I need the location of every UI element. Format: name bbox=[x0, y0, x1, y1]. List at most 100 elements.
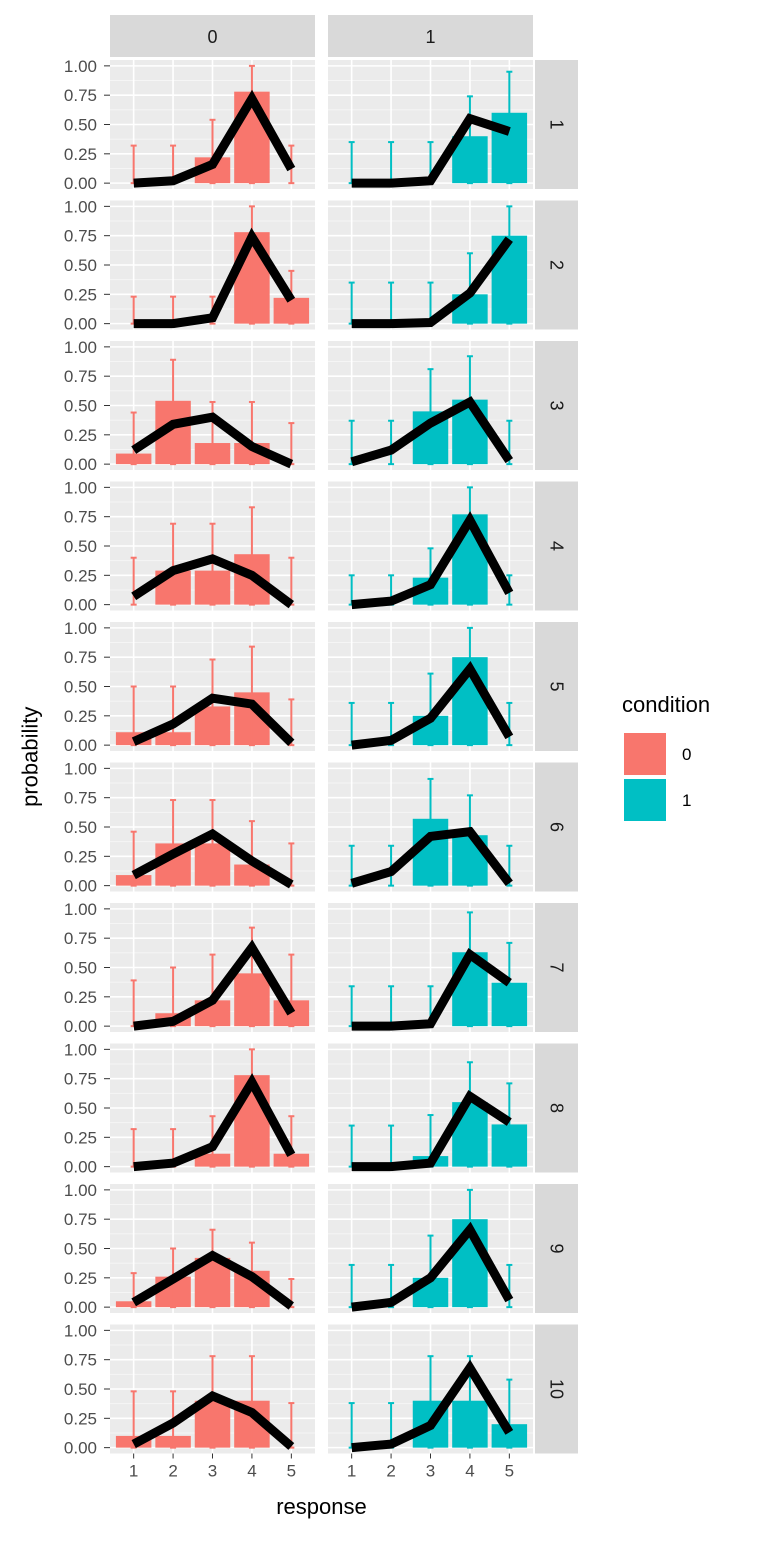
y-tick-label: 0.75 bbox=[64, 1351, 97, 1370]
y-tick-label: 0.50 bbox=[64, 959, 97, 978]
panel-r9-c1 bbox=[328, 1184, 533, 1313]
y-tick-label: 0.75 bbox=[64, 508, 97, 527]
series-line bbox=[131, 828, 294, 889]
x-tick-label: 3 bbox=[208, 1462, 217, 1481]
column-strip-label: 1 bbox=[425, 27, 435, 47]
row-strip-5 bbox=[535, 622, 578, 751]
x-axis-title: response bbox=[276, 1494, 367, 1519]
x-tick-label: 3 bbox=[426, 1462, 435, 1481]
row-strip-label: 1 bbox=[547, 119, 567, 129]
panel-r5-c1 bbox=[328, 622, 533, 751]
panel-r1-c0 bbox=[110, 60, 315, 189]
row-strip-9 bbox=[535, 1184, 578, 1313]
x-tick-label: 1 bbox=[347, 1462, 356, 1481]
row-strip-label: 7 bbox=[547, 962, 567, 972]
row-strip-label: 6 bbox=[547, 822, 567, 832]
y-tick-label: 0.50 bbox=[64, 537, 97, 556]
series-line bbox=[351, 113, 511, 188]
row-strip-label: 8 bbox=[547, 1103, 567, 1113]
y-tick-label: 1.00 bbox=[64, 197, 97, 216]
y-tick-label: 0.00 bbox=[64, 1158, 97, 1177]
row-strip-label: 4 bbox=[547, 541, 567, 551]
y-tick-label: 1.00 bbox=[64, 619, 97, 638]
y-tick-label: 0.25 bbox=[64, 847, 97, 866]
x-tick-label: 1 bbox=[129, 1462, 138, 1481]
y-tick-label: 0.25 bbox=[64, 285, 97, 304]
series-line bbox=[131, 412, 294, 469]
x-tick-label: 2 bbox=[386, 1462, 395, 1481]
legend: condition 0 1 bbox=[622, 692, 710, 821]
y-tick-label: 0.75 bbox=[64, 789, 97, 808]
row-strip-label: 9 bbox=[547, 1243, 567, 1253]
y-tick-label: 0.75 bbox=[64, 227, 97, 246]
x-tick-label: 5 bbox=[287, 1462, 296, 1481]
x-tick-label: 2 bbox=[168, 1462, 177, 1481]
y-tick-label: 0.25 bbox=[64, 1409, 97, 1428]
y-tick-label: 1.00 bbox=[64, 57, 97, 76]
panel-r4-c0 bbox=[110, 481, 315, 611]
series-line bbox=[351, 660, 514, 750]
column-strip-1 bbox=[328, 15, 533, 57]
y-tick-label: 0.00 bbox=[64, 174, 97, 193]
series-line bbox=[131, 693, 295, 747]
legend-swatch bbox=[624, 733, 666, 775]
panel-r3-c0 bbox=[110, 341, 315, 470]
row-strip-label: 10 bbox=[547, 1379, 567, 1399]
y-tick-label: 1.00 bbox=[64, 1040, 97, 1059]
y-tick-label: 0.50 bbox=[64, 818, 97, 837]
y-tick-label: 0.00 bbox=[64, 596, 97, 615]
y-tick-label: 0.00 bbox=[64, 1017, 97, 1036]
series-line bbox=[133, 89, 296, 188]
row-strip-2 bbox=[535, 200, 578, 330]
row-strip-4 bbox=[535, 481, 578, 611]
series-line bbox=[350, 396, 514, 467]
row-strip-10 bbox=[535, 1324, 578, 1454]
panel-r5-c0 bbox=[110, 622, 315, 751]
series-line bbox=[351, 236, 513, 329]
y-tick-label: 0.75 bbox=[64, 86, 97, 105]
y-tick-label: 0.25 bbox=[64, 1269, 97, 1288]
y-tick-label: 0.75 bbox=[64, 648, 97, 667]
y-tick-label: 0.50 bbox=[64, 1240, 97, 1259]
series-line bbox=[133, 227, 296, 329]
y-tick-label: 1.00 bbox=[64, 1321, 97, 1340]
panel-r7-c1 bbox=[328, 903, 533, 1032]
column-strip-0 bbox=[110, 15, 315, 57]
legend-label: 1 bbox=[682, 791, 691, 810]
y-tick-label: 0.25 bbox=[64, 145, 97, 164]
row-strip-8 bbox=[535, 1043, 578, 1173]
legend-swatch bbox=[624, 779, 666, 821]
series-line bbox=[133, 1073, 296, 1172]
panel-r4-c1 bbox=[328, 481, 533, 611]
y-tick-label: 0.75 bbox=[64, 929, 97, 948]
legend-title: condition bbox=[622, 692, 710, 717]
panel-r2-c1 bbox=[328, 200, 533, 330]
series-line bbox=[351, 948, 512, 1031]
series-line bbox=[351, 1089, 512, 1172]
y-tick-label: 0.00 bbox=[64, 315, 97, 334]
y-tick-label: 1.00 bbox=[64, 338, 97, 357]
y-tick-label: 0.00 bbox=[64, 736, 97, 755]
panel-r7-c0 bbox=[110, 903, 315, 1032]
y-tick-label: 0.50 bbox=[64, 256, 97, 275]
panel-r10-c0 bbox=[110, 1324, 315, 1454]
y-tick-label: 0.25 bbox=[64, 1128, 97, 1147]
row-strip-label: 2 bbox=[547, 260, 567, 270]
row-strip-label: 5 bbox=[547, 681, 567, 691]
y-tick-label: 0.75 bbox=[64, 367, 97, 386]
series-line bbox=[351, 1359, 514, 1453]
series-line bbox=[351, 511, 514, 610]
y-tick-label: 0.50 bbox=[64, 1380, 97, 1399]
series-line bbox=[131, 1250, 294, 1310]
y-tick-label: 0.00 bbox=[64, 1439, 97, 1458]
y-tick-label: 0.50 bbox=[64, 116, 97, 135]
y-tick-label: 0.50 bbox=[64, 397, 97, 416]
series-line bbox=[133, 939, 296, 1031]
panel-r1-c1 bbox=[328, 60, 533, 189]
series-line bbox=[351, 1221, 514, 1312]
row-strip-3 bbox=[535, 341, 578, 470]
row-strip-6 bbox=[535, 762, 578, 892]
panel-r8-c1 bbox=[328, 1043, 533, 1173]
